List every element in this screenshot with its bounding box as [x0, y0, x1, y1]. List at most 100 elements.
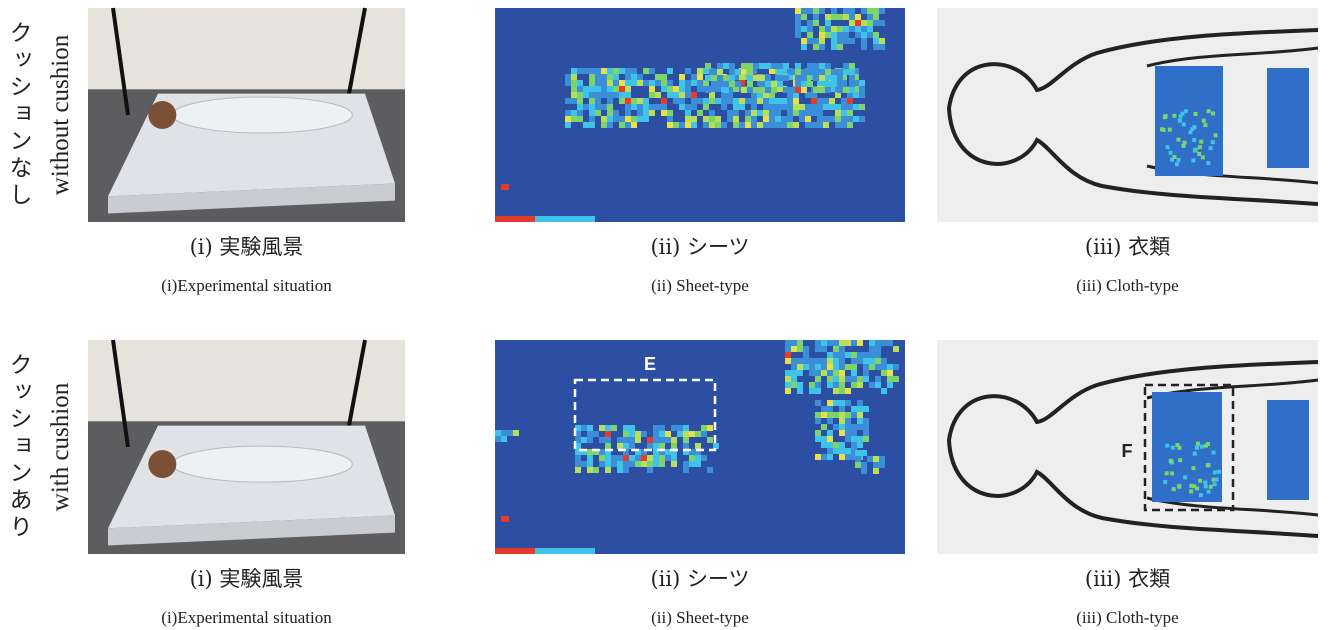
heat-cell [613, 80, 619, 86]
heat-cell [793, 122, 799, 128]
heat-cell [631, 122, 637, 128]
heat-cell [795, 69, 801, 75]
heat-cell [581, 461, 587, 467]
heat-cell [667, 92, 673, 98]
heat-cell [837, 87, 843, 93]
heat-cell [631, 74, 637, 80]
heat-cell [845, 430, 851, 436]
heat-cell [723, 75, 729, 81]
heat-cell [595, 98, 601, 104]
heat-cell [857, 412, 863, 418]
sensor-cell [1215, 478, 1219, 482]
heat-cell [801, 81, 807, 87]
heat-cell [825, 14, 831, 20]
heat-cell [685, 110, 691, 116]
heat-cell [833, 400, 839, 406]
heat-cell [797, 382, 803, 388]
heat-cell [611, 425, 617, 431]
heat-cell [605, 437, 611, 443]
sensor-cell [1178, 458, 1182, 462]
heat-cell [589, 104, 595, 110]
heat-cell [641, 461, 647, 467]
heat-cell [647, 461, 653, 467]
heat-cell [671, 461, 677, 467]
heat-cell [723, 87, 729, 93]
heat-cell [751, 110, 757, 116]
heat-cell [607, 110, 613, 116]
heat-cell [667, 116, 673, 122]
heat-cell [847, 116, 853, 122]
heat-cell [659, 455, 665, 461]
heat-cell [845, 376, 851, 382]
heat-cell [857, 406, 863, 412]
heat-cell [785, 340, 791, 346]
heat-cell [863, 418, 869, 424]
heat-cell [839, 424, 845, 430]
heat-cell [843, 87, 849, 93]
sensor-cell [1166, 145, 1170, 149]
heat-cell [605, 455, 611, 461]
heat-cell [727, 98, 733, 104]
heat-cell [641, 431, 647, 437]
heat-cell [619, 98, 625, 104]
heat-cell [631, 68, 637, 74]
heat-cell [843, 8, 849, 14]
heat-cell [797, 340, 803, 346]
sensor-cell [1172, 487, 1176, 491]
heat-cell [583, 92, 589, 98]
heat-cell [575, 467, 581, 473]
heat-cell [689, 461, 695, 467]
heat-cell [815, 430, 821, 436]
heat-cell [829, 104, 835, 110]
heat-cell [881, 388, 887, 394]
heat-cell [845, 352, 851, 358]
sensor-cell [1199, 493, 1203, 497]
heat-cell [793, 104, 799, 110]
heat-cell [659, 431, 665, 437]
heat-cell [795, 81, 801, 87]
sensor-cell [1201, 155, 1205, 159]
heat-cell [777, 81, 783, 87]
heat-cell [863, 352, 869, 358]
heat-cell [759, 87, 765, 93]
heat-cell [697, 110, 703, 116]
heat-cell [835, 122, 841, 128]
heat-cell [785, 352, 791, 358]
heat-cell [873, 462, 879, 468]
heat-cell [685, 86, 691, 92]
heat-cell [839, 400, 845, 406]
heat-cell [815, 346, 821, 352]
heat-cell [849, 20, 855, 26]
heat-cell [875, 358, 881, 364]
heat-cell [781, 116, 787, 122]
heat-cell [607, 116, 613, 122]
heat-cell [643, 68, 649, 74]
heat-cell [833, 388, 839, 394]
heat-cell [873, 468, 879, 474]
heat-cell [643, 80, 649, 86]
heat-cell [793, 110, 799, 116]
heat-cell [641, 455, 647, 461]
heat-cell [673, 92, 679, 98]
heat-cell [747, 81, 753, 87]
sensor-cell [1165, 471, 1169, 475]
heat-cell [513, 430, 519, 436]
heat-cell [709, 116, 715, 122]
caption-en: (i)Experimental situation [161, 608, 332, 627]
heat-cell [589, 80, 595, 86]
heat-cell [611, 461, 617, 467]
heat-cell [837, 14, 843, 20]
heat-cell [785, 376, 791, 382]
heat-cell [821, 370, 827, 376]
heat-cell [577, 86, 583, 92]
heat-cell [759, 63, 765, 69]
heat-cell [837, 81, 843, 87]
heat-cell [623, 437, 629, 443]
heat-cell [797, 346, 803, 352]
heat-cell [653, 431, 659, 437]
heat-cell [843, 38, 849, 44]
heat-cell [791, 358, 797, 364]
heat-cell [601, 104, 607, 110]
heat-cell [599, 461, 605, 467]
heat-cell [795, 87, 801, 93]
